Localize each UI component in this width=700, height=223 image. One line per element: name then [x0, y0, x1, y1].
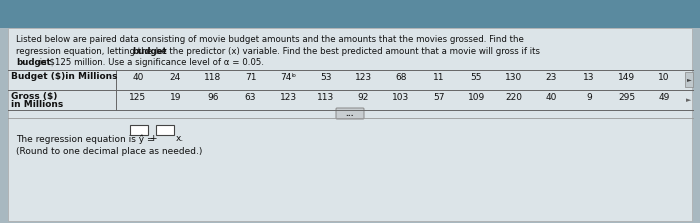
Text: budget: budget [16, 58, 50, 67]
Text: budget: budget [132, 47, 167, 56]
Text: 113: 113 [317, 93, 335, 102]
FancyBboxPatch shape [8, 28, 692, 221]
Text: 220: 220 [505, 93, 522, 102]
Text: Budget ($)in Millions: Budget ($)in Millions [11, 72, 118, 81]
Text: 49: 49 [659, 93, 670, 102]
FancyBboxPatch shape [336, 108, 364, 119]
Text: 130: 130 [505, 73, 522, 82]
Text: 125: 125 [130, 93, 146, 102]
Text: ...: ... [346, 109, 354, 118]
Text: The regression equation is ŷ̂ =: The regression equation is ŷ̂ = [16, 134, 155, 143]
Text: lo: lo [291, 73, 296, 78]
Text: 103: 103 [393, 93, 410, 102]
Text: 71: 71 [245, 73, 256, 82]
FancyBboxPatch shape [156, 125, 174, 135]
Text: 68: 68 [395, 73, 407, 82]
Text: 118: 118 [204, 73, 222, 82]
Text: regression equation, letting the: regression equation, letting the [16, 47, 155, 56]
Text: 53: 53 [320, 73, 332, 82]
Text: 40: 40 [546, 93, 557, 102]
Text: be the predictor (x) variable. Find the best predicted amount that a movie will : be the predictor (x) variable. Find the … [153, 47, 540, 56]
Text: 74: 74 [281, 73, 292, 82]
Text: 149: 149 [618, 73, 635, 82]
FancyBboxPatch shape [0, 0, 700, 28]
Text: 63: 63 [245, 93, 256, 102]
Text: 109: 109 [468, 93, 485, 102]
Text: 123: 123 [279, 93, 297, 102]
Text: 55: 55 [470, 73, 482, 82]
Text: 40: 40 [132, 73, 144, 82]
Text: ►: ► [687, 78, 692, 83]
Text: 19: 19 [169, 93, 181, 102]
Text: 24: 24 [170, 73, 181, 82]
Text: (Round to one decimal place as needed.): (Round to one decimal place as needed.) [16, 147, 202, 156]
Text: x.: x. [176, 134, 183, 143]
Text: 295: 295 [618, 93, 635, 102]
Text: 57: 57 [433, 93, 445, 102]
Text: is $125 million. Use a significance level of α = 0.05.: is $125 million. Use a significance leve… [37, 58, 264, 67]
Text: 96: 96 [207, 93, 218, 102]
Text: 92: 92 [358, 93, 369, 102]
FancyBboxPatch shape [685, 72, 693, 87]
Text: in Millions: in Millions [11, 100, 63, 109]
Text: ►: ► [686, 97, 692, 103]
Text: 11: 11 [433, 73, 445, 82]
Text: Listed below are paired data consisting of movie budget amounts and the amounts : Listed below are paired data consisting … [16, 35, 524, 44]
Text: 13: 13 [583, 73, 595, 82]
Text: +: + [149, 134, 157, 143]
Text: 123: 123 [355, 73, 372, 82]
Text: 9: 9 [586, 93, 592, 102]
Text: 10: 10 [659, 73, 670, 82]
Text: Gross ($): Gross ($) [11, 92, 57, 101]
FancyBboxPatch shape [130, 125, 148, 135]
Text: 23: 23 [546, 73, 557, 82]
